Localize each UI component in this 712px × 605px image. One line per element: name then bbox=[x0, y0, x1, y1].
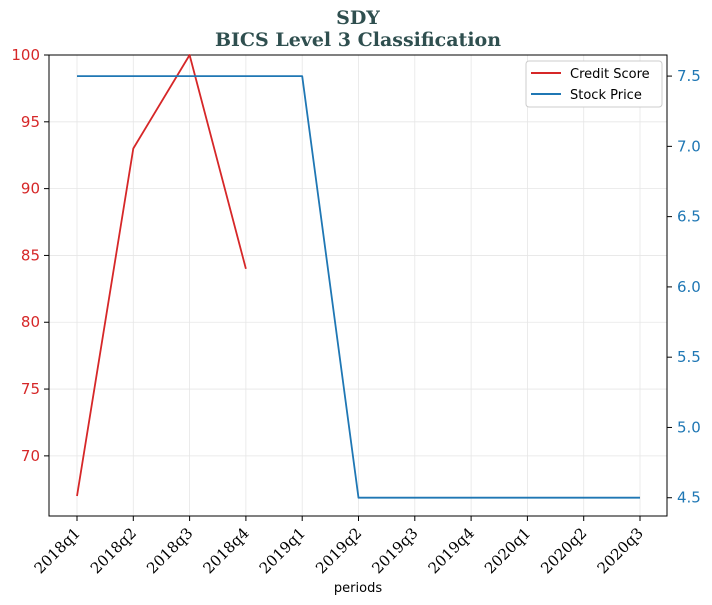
x-tick-label: 2019q3 bbox=[368, 524, 421, 577]
right-tick-label: 7.0 bbox=[677, 137, 701, 155]
right-tick-label: 4.5 bbox=[677, 489, 701, 507]
right-tick-label: 7.5 bbox=[677, 67, 701, 85]
right-tick-label: 6.5 bbox=[677, 208, 701, 226]
series-line-credit-score bbox=[76, 54, 247, 497]
x-tick-label: 2020q2 bbox=[537, 524, 590, 577]
x-tick-label: 2018q4 bbox=[199, 524, 252, 577]
series-layer bbox=[76, 54, 640, 499]
x-tick-label: 2018q1 bbox=[31, 524, 84, 577]
legend-label-stock-price: Stock Price bbox=[570, 88, 642, 103]
x-axis-label: periods bbox=[334, 581, 382, 596]
left-tick-label: 95 bbox=[21, 113, 40, 131]
left-tick-label: 70 bbox=[21, 447, 40, 465]
x-tick-label: 2020q3 bbox=[594, 524, 647, 577]
x-tick-label: 2018q3 bbox=[143, 524, 196, 577]
chart-subtitle: BICS Level 3 Classification bbox=[215, 29, 501, 51]
left-tick-label: 75 bbox=[21, 380, 40, 398]
series-line-stock-price bbox=[77, 75, 640, 499]
right-tick-label: 5.5 bbox=[677, 348, 701, 366]
legend-label-credit-score: Credit Score bbox=[570, 67, 650, 82]
left-tick-label: 90 bbox=[21, 180, 40, 198]
x-tick-label: 2019q4 bbox=[425, 524, 478, 577]
left-tick-label: 80 bbox=[21, 313, 40, 331]
x-tick-label: 2020q1 bbox=[481, 524, 534, 577]
plot-frame bbox=[48, 54, 668, 517]
left-tick-label: 100 bbox=[11, 46, 40, 64]
x-tick-label: 2019q1 bbox=[256, 524, 309, 577]
grid bbox=[49, 54, 667, 516]
x-tick-label: 2018q2 bbox=[87, 524, 140, 577]
left-tick-label: 85 bbox=[21, 246, 40, 264]
chart-title: SDY bbox=[336, 7, 380, 29]
x-tick-label: 2019q2 bbox=[312, 524, 365, 577]
right-tick-label: 6.0 bbox=[677, 278, 701, 296]
right-tick-label: 5.0 bbox=[677, 418, 701, 436]
legend: Credit Score Stock Price bbox=[525, 60, 663, 108]
